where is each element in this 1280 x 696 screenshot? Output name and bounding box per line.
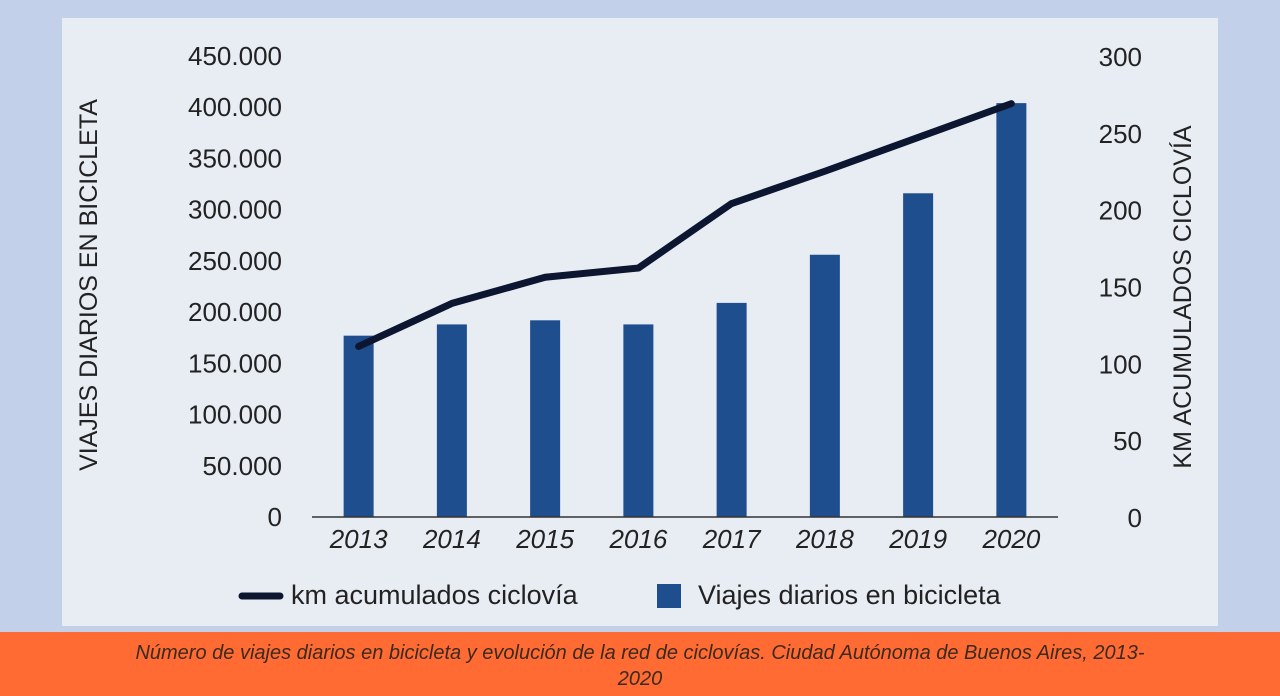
y2-tick-label: 50	[1113, 426, 1142, 456]
x-tick-label: 2018	[795, 524, 854, 554]
line-point-2015	[542, 274, 549, 281]
x-tick-label: 2013	[329, 524, 388, 554]
x-tick-label: 2015	[515, 524, 574, 554]
y2-tick-label: 100	[1099, 349, 1142, 379]
y-tick-label: 100.000	[188, 400, 282, 430]
bar-2019	[903, 193, 934, 517]
legend: km acumulados ciclovía Viajes diarios en…	[238, 580, 1002, 610]
x-tick-label: 2020	[981, 524, 1040, 554]
y-tick-label: 150.000	[188, 348, 282, 378]
x-tick-label: 2017	[702, 524, 762, 554]
y-tick-label: 200.000	[188, 297, 282, 327]
bar-2017	[716, 302, 747, 517]
y-tick-label: 300.000	[188, 195, 282, 225]
bar-2014	[436, 324, 467, 517]
y2-tick-label: 0	[1128, 503, 1142, 533]
y-tick-label: 450.000	[188, 41, 282, 71]
line-point-2014	[448, 300, 455, 307]
legend-bar-swatch	[657, 584, 681, 608]
caption: Número de viajes diarios en bicicleta y …	[135, 642, 1145, 690]
line-point-2016	[635, 265, 642, 272]
line-point-2013	[355, 343, 362, 350]
y2-tick-label: 200	[1099, 196, 1142, 226]
bar-2016	[623, 324, 654, 517]
y2-tick-label: 300	[1099, 42, 1142, 72]
chart: 2013 2014 2015 2016 2017 2018 2019 2020 0 50.000 1…	[75, 41, 1197, 610]
bar-2013	[343, 335, 374, 517]
bar-2015	[530, 320, 561, 517]
bar-2020	[996, 103, 1027, 517]
legend-bar-label: Viajes diarios en bicicleta	[698, 580, 1002, 610]
x-tick-label: 2016	[608, 524, 667, 554]
y2-tick-label: 250	[1099, 119, 1142, 149]
y-tick-label: 50.000	[202, 451, 282, 481]
line-point-2020	[1008, 100, 1015, 107]
x-tick-label: 2014	[422, 524, 481, 554]
y-tick-label: 0	[268, 502, 282, 532]
y-tick-label: 250.000	[188, 246, 282, 276]
y-tick-label: 400.000	[188, 92, 282, 122]
line-point-2018	[821, 168, 828, 175]
line-km-acumulados	[355, 100, 1015, 350]
bar-2018	[809, 254, 840, 517]
y2-tick-label: 150	[1099, 273, 1142, 303]
line-point-2017	[728, 200, 735, 207]
line-point-2019	[915, 134, 922, 141]
legend-line-label: km acumulados ciclovía	[291, 580, 579, 610]
y-tick-label: 350.000	[188, 143, 282, 173]
x-tick-label: 2019	[888, 524, 947, 554]
y-axis-label: VIAJES DIARIOS EN BICICLETA	[75, 99, 103, 471]
y2-axis-label: KM ACUMULADOS CICLOVÍA	[1168, 125, 1197, 468]
caption-bar: Número de viajes diarios en bicicleta y …	[0, 632, 1280, 696]
